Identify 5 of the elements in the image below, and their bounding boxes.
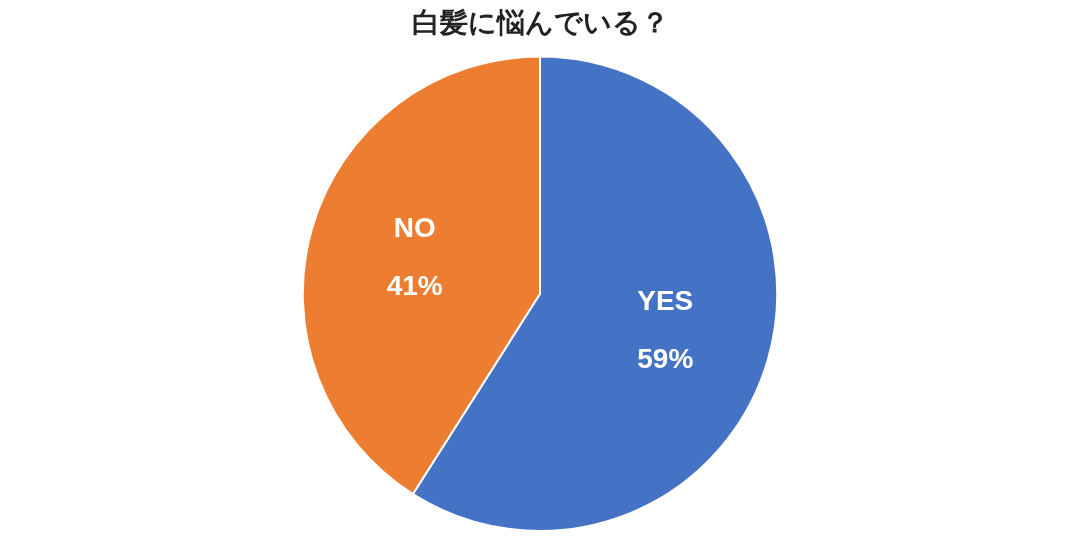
data-label: 41% [386,270,443,302]
chart-title: 白髪に悩んでいる？ [411,6,669,40]
slice-label: NO [393,212,436,244]
slice-label: YES [637,284,694,316]
data-label: 59% [637,342,694,374]
